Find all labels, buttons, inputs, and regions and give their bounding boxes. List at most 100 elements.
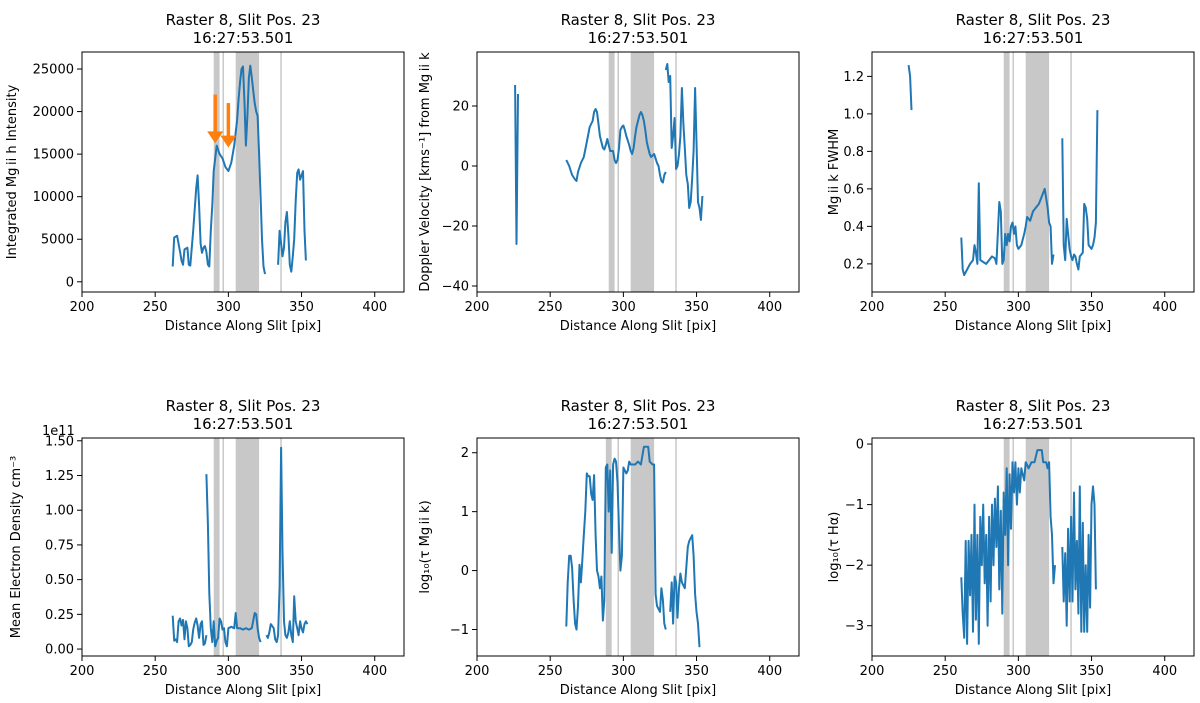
axes-frame xyxy=(476,51,800,293)
y-tick-label: 1.25 xyxy=(45,469,74,484)
shaded-band xyxy=(630,438,655,656)
axes-frame xyxy=(81,437,405,657)
shaded-band xyxy=(1003,52,1010,292)
x-tick-label: 400 xyxy=(757,664,782,679)
x-tick-label: 300 xyxy=(1006,300,1031,315)
y-tick-label: 20000 xyxy=(33,105,74,120)
shaded-band xyxy=(222,52,224,292)
x-tick-label: 400 xyxy=(1152,664,1177,679)
series-line xyxy=(960,182,1055,277)
series-line xyxy=(1061,110,1099,271)
y-tick-label: 15000 xyxy=(33,148,74,163)
y-axis-label: Mean Electron Density cm⁻³ xyxy=(9,456,24,638)
shaded-band xyxy=(617,52,619,292)
axes-frame xyxy=(871,51,1195,293)
x-tick-label: 350 xyxy=(1079,664,1104,679)
shaded-band xyxy=(608,52,615,292)
x-axis-label: Distance Along Slit [pix] xyxy=(165,319,321,334)
x-axis-label: Distance Along Slit [pix] xyxy=(560,683,716,698)
y-tick-label: 10000 xyxy=(33,190,74,205)
y-tick-label: −3 xyxy=(845,619,864,634)
y-tick-label: 0.75 xyxy=(45,538,74,553)
series-line xyxy=(171,64,266,275)
axes-frame xyxy=(476,437,800,657)
chart-title: Raster 8, Slit Pos. 23 xyxy=(561,11,716,29)
x-tick-label: 350 xyxy=(289,664,314,679)
x-tick-label: 350 xyxy=(1079,300,1104,315)
y-tick-label: 0.00 xyxy=(45,643,74,658)
series-line xyxy=(960,449,1056,645)
shaded-band xyxy=(630,52,655,292)
series-line xyxy=(265,446,309,644)
y-tick-label: 0 xyxy=(66,275,74,290)
shaded-band xyxy=(235,438,260,656)
series-line xyxy=(565,108,667,184)
y-axis-label: Doppler Velocity [kms⁻¹] from Mg ii k xyxy=(418,52,433,292)
chart-panel-3: 200 250 300 350 400 0.2 0.4 0.6 0.8 1.0 1.2 Raster … xyxy=(827,11,1195,334)
y-tick-label: 1.0 xyxy=(843,107,864,122)
y-tick-label: 1 xyxy=(461,505,469,520)
y-tick-label: 5000 xyxy=(41,233,74,248)
x-axis-label: Distance Along Slit [pix] xyxy=(955,319,1111,334)
x-tick-label: 250 xyxy=(933,300,958,315)
shaded-band xyxy=(213,52,220,292)
axis-offset-text: 1e11 xyxy=(42,424,75,439)
y-tick-label: 0.4 xyxy=(843,220,864,235)
shaded-band xyxy=(213,438,220,656)
chart-title: Raster 8, Slit Pos. 23 xyxy=(956,397,1111,415)
x-tick-label: 300 xyxy=(216,300,241,315)
chart-subtitle: 16:27:53.501 xyxy=(588,29,689,47)
x-tick-label: 250 xyxy=(143,300,168,315)
x-tick-label: 250 xyxy=(143,664,168,679)
x-tick-label: 200 xyxy=(465,300,490,315)
chart-subtitle: 16:27:53.501 xyxy=(983,415,1084,433)
y-tick-label: 1.2 xyxy=(843,70,864,85)
shaded-band xyxy=(617,438,619,656)
y-axis-label: Mg ii k FWHM xyxy=(827,129,842,215)
x-tick-label: 400 xyxy=(757,300,782,315)
x-tick-label: 200 xyxy=(70,300,95,315)
chart-panel-6: 200 250 300 350 400 −3 −2 −1 0 Raster 8, Slit Pos… xyxy=(827,397,1195,698)
y-tick-label: 2 xyxy=(461,446,469,461)
shaded-band xyxy=(1025,438,1050,656)
x-tick-label: 250 xyxy=(538,664,563,679)
x-axis-label: Distance Along Slit [pix] xyxy=(955,683,1111,698)
series-line xyxy=(565,445,667,631)
y-tick-label: 25000 xyxy=(33,63,74,78)
x-tick-label: 200 xyxy=(860,664,885,679)
x-tick-label: 200 xyxy=(70,664,95,679)
shaded-band xyxy=(235,52,260,292)
shaded-band xyxy=(1025,52,1050,292)
shaded-band xyxy=(1012,52,1014,292)
shaded-band xyxy=(605,438,612,656)
x-axis-label: Distance Along Slit [pix] xyxy=(165,683,321,698)
y-tick-label: 0.8 xyxy=(843,145,864,160)
y-tick-label: 20 xyxy=(452,100,469,115)
x-axis-label: Distance Along Slit [pix] xyxy=(560,319,716,334)
chart-panel-4: 200 250 300 350 400 0.00 0.25 0.50 0.75 1.00 1.25 1… xyxy=(9,397,405,698)
x-tick-label: 400 xyxy=(362,300,387,315)
y-tick-label: 0 xyxy=(856,438,864,453)
y-tick-label: 0.2 xyxy=(843,257,864,272)
y-tick-label: −20 xyxy=(442,220,469,235)
x-tick-label: 300 xyxy=(216,664,241,679)
y-tick-label: 0.25 xyxy=(45,608,74,623)
series-line xyxy=(1061,485,1097,633)
shaded-band xyxy=(1012,438,1014,656)
x-tick-label: 300 xyxy=(611,300,636,315)
x-tick-label: 200 xyxy=(465,664,490,679)
y-tick-label: 1.00 xyxy=(45,504,74,519)
axes-frame xyxy=(871,437,1195,657)
series-line xyxy=(205,474,262,648)
series-line xyxy=(277,168,307,273)
chart-panel-2: 200 250 300 350 400 −40 −20 0 20 Raster 8, Slit P… xyxy=(418,11,800,334)
y-tick-label: −1 xyxy=(450,623,469,638)
y-tick-label: −1 xyxy=(845,498,864,513)
chart-subtitle: 16:27:53.501 xyxy=(588,415,689,433)
series-line xyxy=(171,615,208,648)
x-tick-label: 400 xyxy=(362,664,387,679)
chart-subtitle: 16:27:53.501 xyxy=(193,415,294,433)
x-tick-label: 250 xyxy=(933,664,958,679)
chart-title: Raster 8, Slit Pos. 23 xyxy=(166,397,321,415)
